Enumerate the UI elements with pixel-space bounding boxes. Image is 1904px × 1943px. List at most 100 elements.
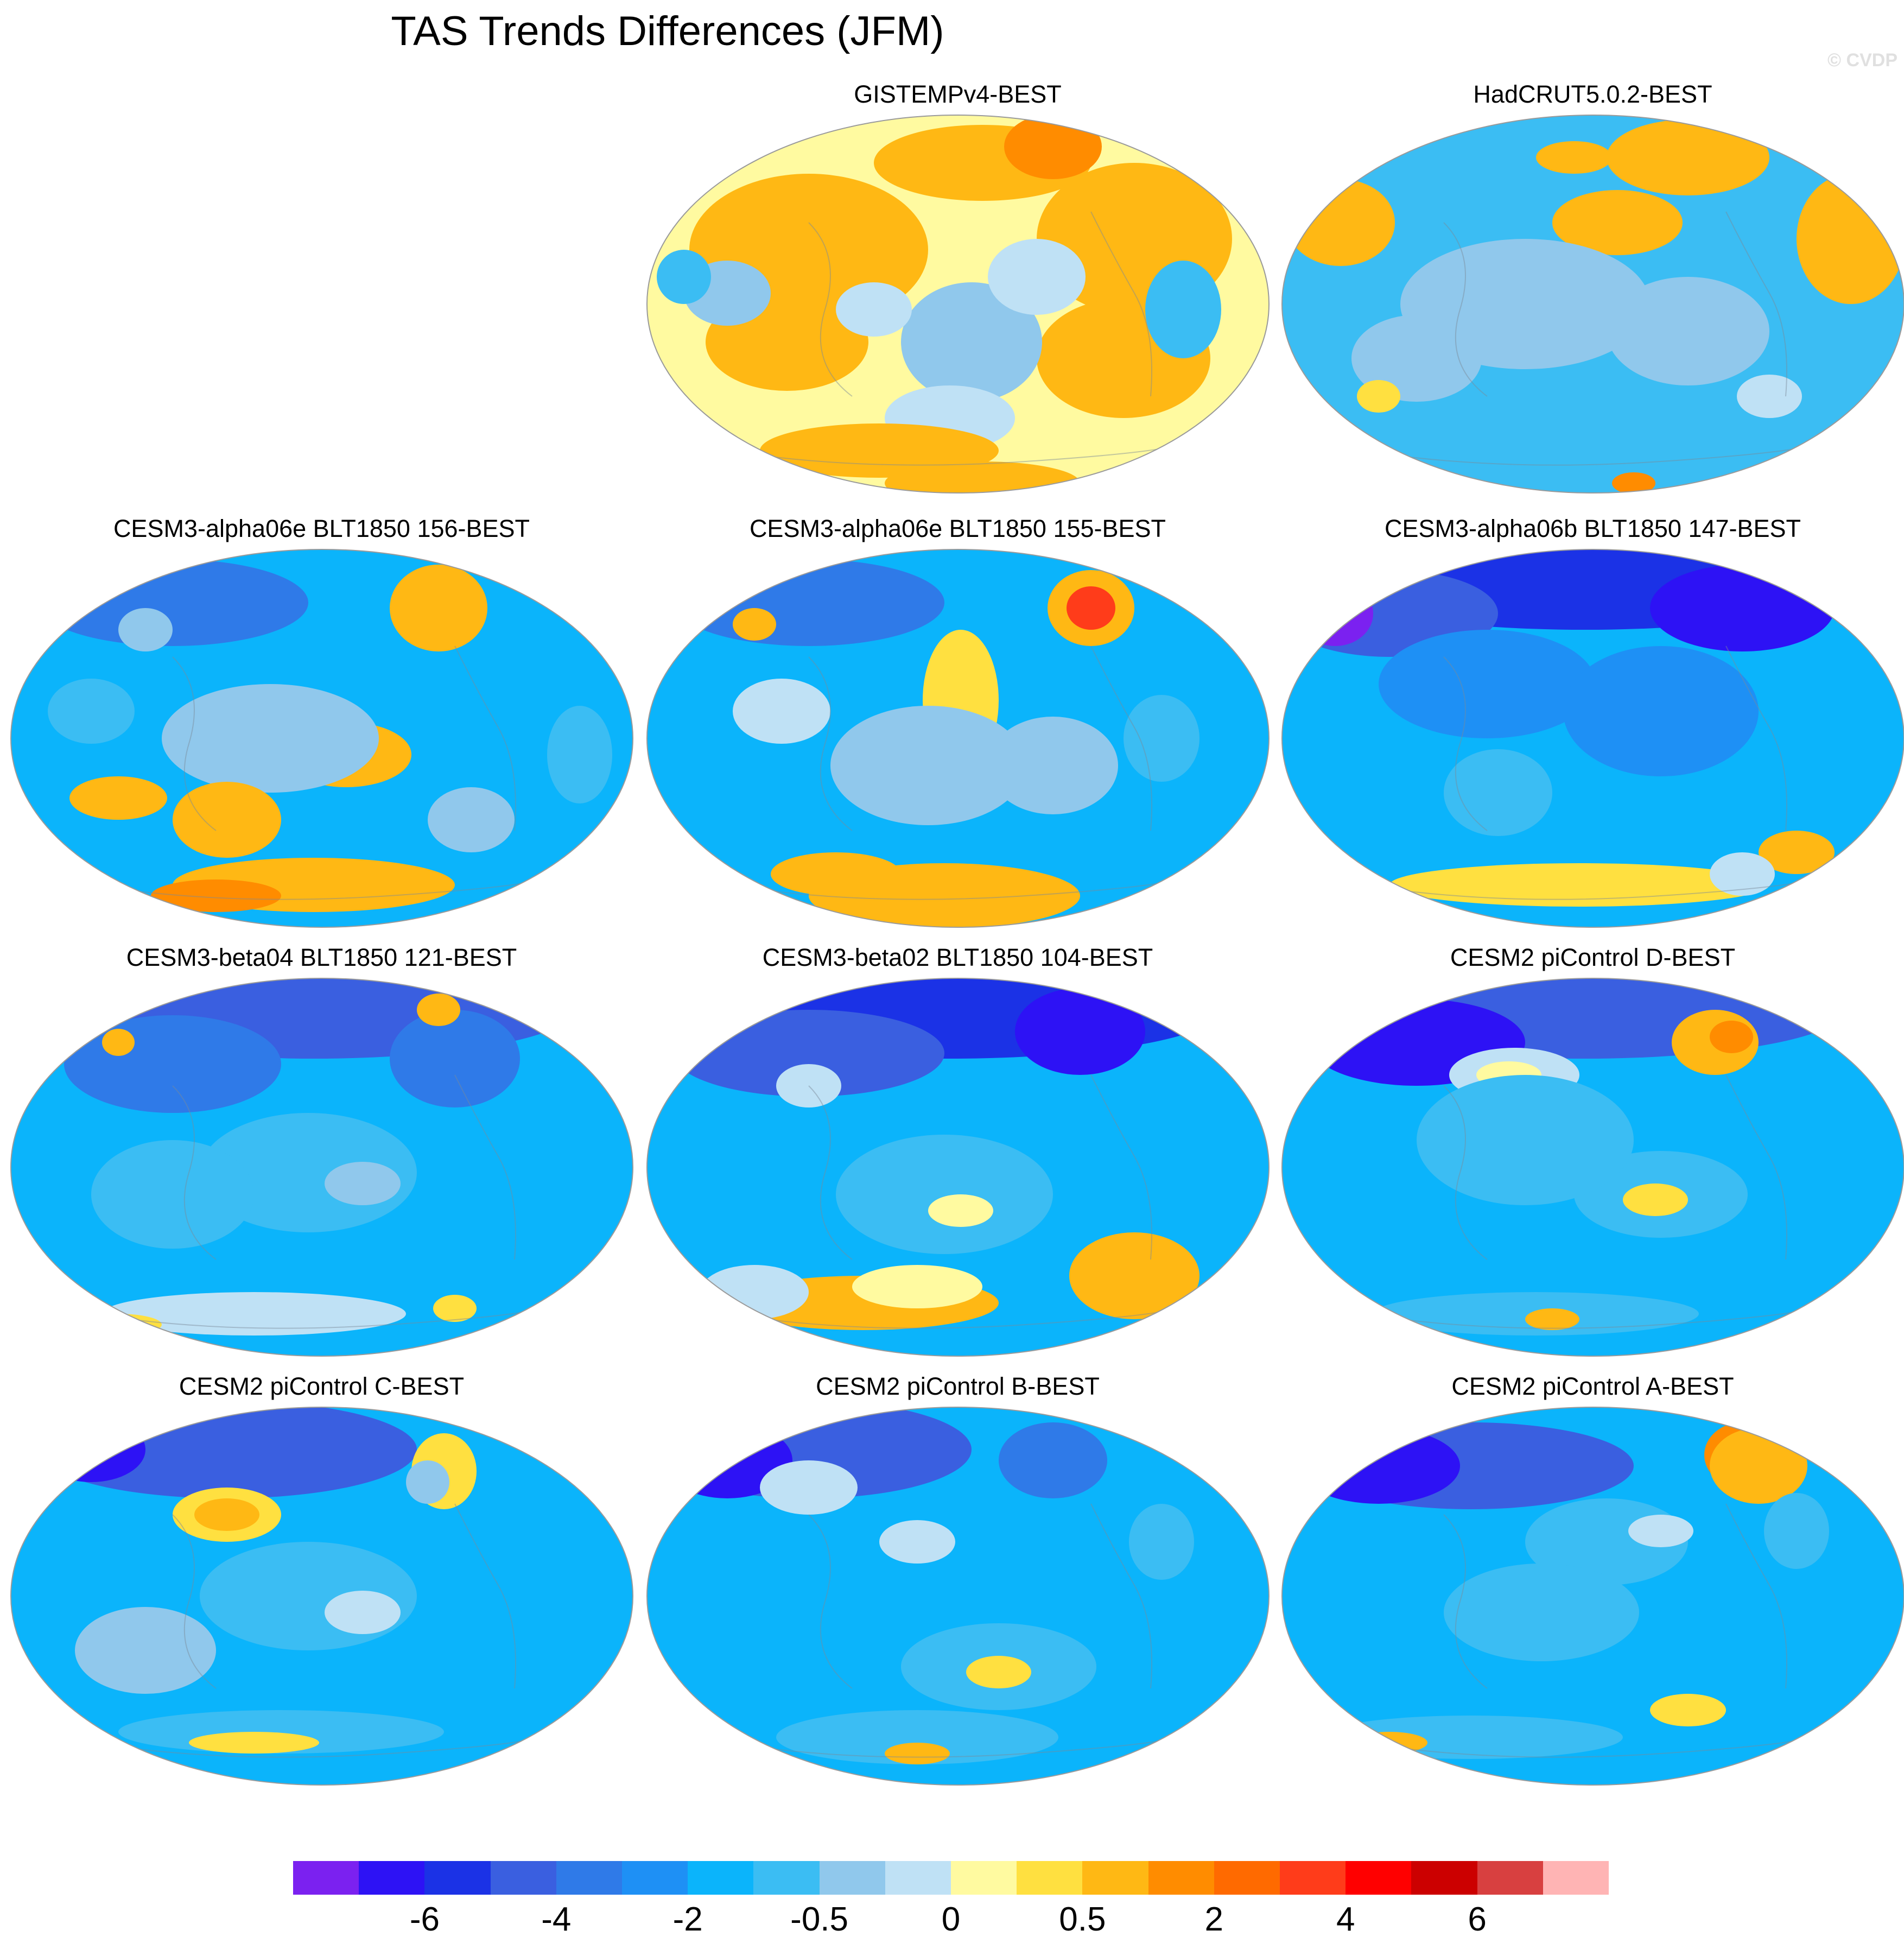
anomaly-region (416, 993, 460, 1026)
coastline (172, 1085, 217, 1260)
colorbar-box (424, 1861, 491, 1895)
coastline (808, 656, 853, 831)
anomaly-region (69, 776, 167, 820)
anomaly-region (101, 1029, 135, 1056)
colorbar-box (556, 1861, 623, 1895)
anomaly-region (91, 1140, 254, 1249)
anomaly-region (433, 1295, 477, 1322)
anomaly-region (1606, 119, 1769, 195)
panel-title: CESM2 piControl B-BEST (816, 1372, 1100, 1400)
colorbar-tick-label: -0.5 (790, 1901, 849, 1938)
anomaly-region (1286, 179, 1395, 266)
colorbar-box (885, 1861, 951, 1895)
map-outline (10, 549, 633, 928)
anomaly-region (966, 1656, 1031, 1688)
colorbar-box (1082, 1861, 1148, 1895)
map-outline (646, 549, 1270, 928)
anomaly-region (36, 1407, 417, 1498)
map-alpha156 (10, 549, 633, 928)
coastline (1725, 645, 1787, 831)
panel-title: CESM3-alpha06e BLT1850 155-BEST (749, 515, 1166, 542)
anomaly-region (1796, 174, 1904, 304)
map-beta02 (646, 978, 1270, 1357)
map-picD (1281, 978, 1904, 1357)
coastline (1090, 1074, 1152, 1260)
anomaly-region (427, 787, 515, 852)
panel-title: CESM2 piControl D-BEST (1450, 944, 1736, 971)
anomaly-region (1758, 831, 1835, 874)
anomaly-region (1709, 1021, 1753, 1053)
colorbar-box (1280, 1861, 1346, 1895)
colorbar-tick-label: 0.5 (1059, 1901, 1106, 1938)
coastline (1443, 222, 1488, 397)
colorbar-box (1148, 1861, 1214, 1895)
anomaly-region (770, 852, 901, 896)
anomaly-region (1318, 1716, 1623, 1759)
anomaly-region (64, 1015, 281, 1113)
anomaly-region (884, 1743, 950, 1764)
colorbar-box (1017, 1861, 1083, 1895)
panel-title: CESM3-beta04 BLT1850 121-BEST (126, 944, 517, 971)
map-hadcrut (1281, 115, 1904, 493)
colorbar-box (753, 1861, 820, 1895)
colorbar-box (622, 1861, 688, 1895)
anomaly-region (74, 1607, 216, 1694)
anomaly-region (1069, 1232, 1199, 1319)
anomaly-region (1649, 1694, 1726, 1726)
colorbar-tick-label: 4 (1336, 1901, 1355, 1938)
anomaly-region (1128, 1504, 1194, 1580)
anomaly-region (1763, 1493, 1829, 1569)
anomaly-region (1622, 1183, 1688, 1216)
anomaly-region (389, 1010, 520, 1107)
panel-title: CESM2 piControl C-BEST (179, 1372, 465, 1400)
panel-title: CESM3-beta02 BLT1850 104-BEST (762, 944, 1153, 971)
coastline (454, 645, 516, 831)
anomaly-region (1628, 1515, 1693, 1547)
anomaly-region (1736, 375, 1802, 418)
map-picB (646, 1407, 1270, 1786)
colorbar-box (1477, 1861, 1543, 1895)
colorbar-box (688, 1861, 754, 1895)
coastline (454, 1503, 516, 1689)
anomaly-region (101, 1292, 406, 1336)
colorbar-tick-label: -6 (409, 1901, 440, 1938)
anomaly-region (1014, 988, 1145, 1075)
anomaly-region (1297, 581, 1373, 646)
colorbar-tick-label: -2 (672, 1901, 703, 1938)
map-outline (646, 1407, 1270, 1786)
coastline (1090, 1503, 1152, 1689)
map-alpha155 (646, 549, 1270, 928)
colorbar (293, 1861, 1609, 1895)
anomaly-region (1004, 115, 1102, 179)
colorbar-tick-label: 6 (1468, 1901, 1487, 1938)
coastline (454, 1074, 516, 1260)
figure-title: TAS Trends Differences (JFM) (391, 8, 944, 54)
anomaly-region (1552, 190, 1683, 255)
anomaly-region (547, 706, 612, 803)
anomaly-region (1378, 630, 1596, 738)
anomaly-region (900, 282, 1042, 402)
anomaly-region (732, 608, 776, 641)
anomaly-region (852, 1265, 982, 1308)
colorbar-tick-label: -4 (541, 1901, 572, 1938)
anomaly-region (835, 1135, 1053, 1254)
panel-title: GISTEMPv4-BEST (854, 80, 1062, 108)
map-beta04 (10, 978, 633, 1357)
colorbar-box (1346, 1861, 1412, 1895)
anomaly-region (1535, 141, 1612, 174)
anomaly-region (1443, 1564, 1639, 1661)
anomaly-region (928, 1194, 993, 1227)
anomaly-region (161, 684, 379, 793)
anomaly-region (987, 717, 1118, 814)
colorbar-box (819, 1861, 885, 1895)
coastline (808, 1514, 853, 1689)
colorbar-box (1214, 1861, 1280, 1895)
anomaly-region (1356, 380, 1400, 413)
coastline (1725, 211, 1787, 397)
anomaly-region (1611, 472, 1655, 493)
anomaly-region (1123, 695, 1199, 782)
map-outline (10, 1407, 633, 1786)
anomaly-region (759, 1460, 858, 1515)
coastline (1725, 1503, 1787, 1689)
colorbar-box (951, 1861, 1017, 1895)
